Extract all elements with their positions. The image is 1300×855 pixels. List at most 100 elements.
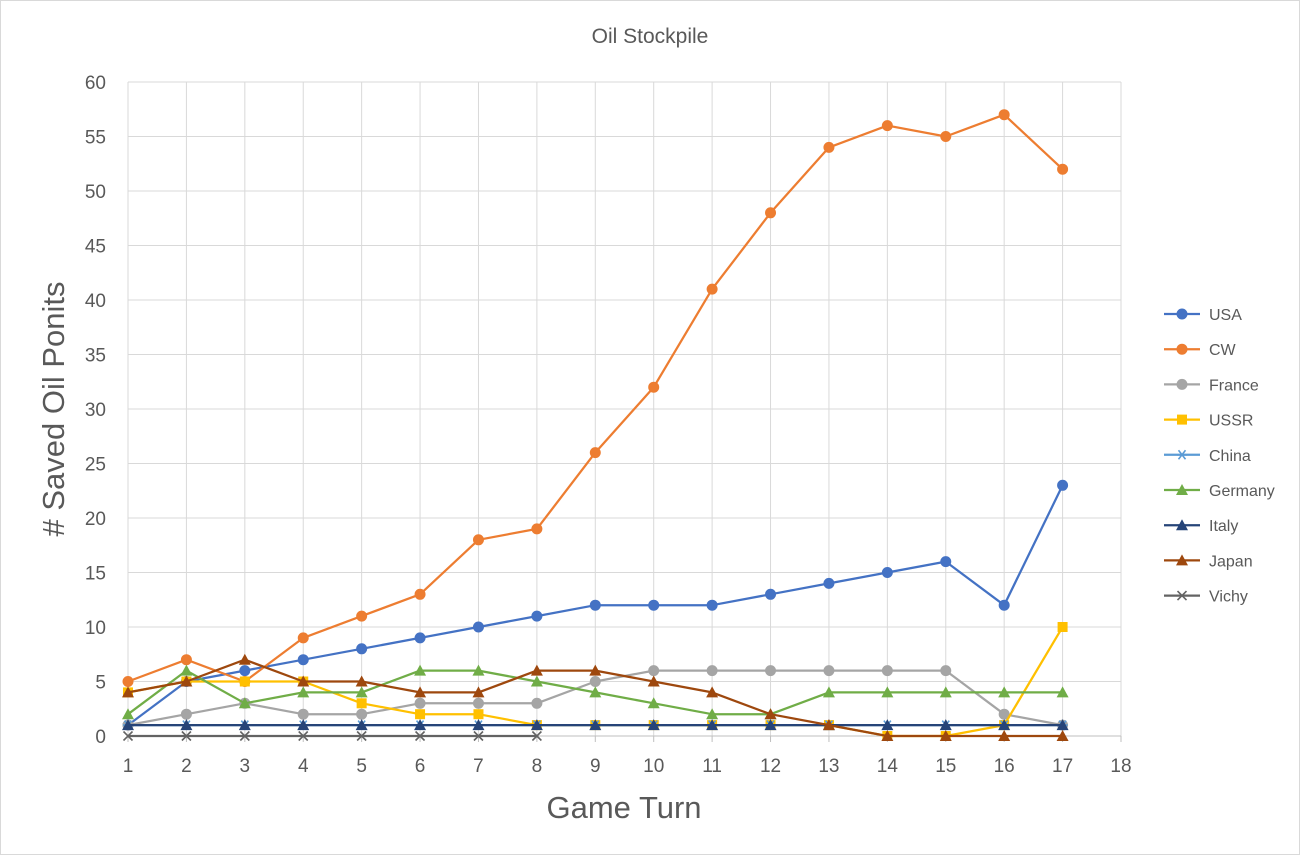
- series-italy: [122, 719, 1069, 731]
- y-tick-label: 5: [95, 673, 106, 694]
- data-point-japan: [998, 730, 1011, 741]
- data-point-italy: [530, 719, 543, 731]
- series-japan: [122, 653, 1069, 741]
- data-point-germany: [881, 686, 894, 698]
- legend-label: Japan: [1209, 553, 1253, 570]
- data-point-germany: [530, 675, 543, 687]
- data-point-japan: [881, 730, 894, 741]
- x-tick-label: 13: [818, 756, 839, 777]
- x-tick-label: 9: [590, 756, 601, 777]
- data-point-cw: [356, 610, 368, 622]
- data-point-cw: [531, 523, 543, 535]
- data-point-france: [648, 665, 660, 677]
- legend-item-japan: Japan: [1164, 553, 1253, 570]
- legend-marker-germany: [1176, 484, 1188, 495]
- data-point-germany: [589, 686, 602, 698]
- data-point-italy: [180, 719, 193, 731]
- data-point-cw: [472, 534, 484, 546]
- data-point-usa: [648, 599, 660, 611]
- legend-item-italy: Italy: [1164, 518, 1238, 535]
- data-point-germany: [414, 664, 427, 676]
- data-point-vichy: [122, 730, 134, 742]
- data-point-germany: [297, 686, 310, 698]
- data-point-italy: [764, 719, 777, 731]
- data-point-ussr: [1057, 622, 1068, 632]
- y-tick-label: 15: [85, 564, 106, 585]
- legend-item-usa: USA: [1164, 307, 1242, 324]
- legend-label: China: [1209, 448, 1251, 465]
- data-point-germany: [122, 708, 134, 720]
- data-point-usa: [881, 567, 893, 578]
- y-axis-title: # Saved Oil Ponits: [36, 281, 71, 536]
- legend-label: Vichy: [1209, 589, 1248, 606]
- data-point-germany: [706, 708, 719, 720]
- data-point-japan: [180, 675, 193, 687]
- x-tick-label: 16: [994, 756, 1015, 777]
- data-point-japan: [822, 719, 835, 731]
- legend-item-germany: Germany: [1164, 483, 1275, 500]
- legend-item-ussr: USSR: [1164, 413, 1253, 430]
- x-tick-label: 15: [935, 756, 956, 777]
- series-vichy: [122, 730, 542, 742]
- data-point-germany: [939, 686, 952, 698]
- x-tick-label: 1: [123, 756, 134, 777]
- data-point-cw: [297, 632, 309, 644]
- x-tick-label: 4: [298, 756, 309, 777]
- legend-marker-usa: [1176, 308, 1188, 320]
- x-tick-label: 6: [415, 756, 426, 777]
- data-point-japan: [530, 664, 543, 676]
- data-point-usa: [706, 599, 718, 611]
- y-tick-label: 20: [85, 509, 106, 530]
- y-tick-label: 35: [85, 346, 106, 367]
- data-point-usa: [414, 632, 426, 644]
- data-point-italy: [881, 719, 894, 731]
- data-point-germany: [822, 686, 835, 698]
- chart-title: Oil Stockpile: [592, 25, 709, 48]
- data-point-vichy: [239, 730, 250, 742]
- data-point-italy: [706, 719, 719, 731]
- data-point-cw: [589, 447, 601, 459]
- data-point-japan: [706, 686, 719, 698]
- x-tick-label: 12: [760, 756, 781, 777]
- legend-item-france: France: [1164, 377, 1259, 394]
- x-tick-label: 7: [473, 756, 484, 777]
- legend-marker-vichy: [1176, 590, 1188, 601]
- legend-label: Italy: [1209, 518, 1238, 535]
- data-point-usa: [239, 665, 251, 677]
- data-point-cw: [1057, 163, 1069, 175]
- legend: USA CW France USSR China Germany Italy Japan Vic…: [1164, 307, 1275, 606]
- data-point-vichy: [473, 730, 484, 742]
- y-tick-label: 60: [85, 73, 106, 94]
- x-tick-label: 14: [877, 756, 899, 777]
- data-point-germany: [647, 697, 660, 709]
- data-point-vichy: [531, 730, 542, 742]
- data-point-cw: [940, 131, 952, 142]
- data-point-france: [414, 697, 426, 709]
- data-point-cw: [648, 381, 660, 393]
- data-point-italy: [472, 719, 485, 731]
- data-point-usa: [589, 599, 601, 611]
- legend-item-cw: CW: [1164, 342, 1237, 359]
- data-point-japan: [122, 686, 134, 698]
- x-tick-label: 2: [181, 756, 192, 777]
- data-point-cw: [122, 676, 134, 687]
- data-point-japan: [1056, 730, 1069, 741]
- data-point-cw: [998, 109, 1010, 121]
- data-point-japan: [647, 675, 660, 687]
- data-point-usa: [765, 588, 777, 600]
- data-point-france: [472, 697, 484, 709]
- data-point-japan: [355, 675, 368, 687]
- y-axis-ticks: 0 5 10 15 20 25 30 35 40 45 50 55 60: [85, 73, 106, 748]
- series-cw: [122, 109, 1069, 687]
- data-point-usa: [940, 556, 952, 568]
- data-point-ussr: [239, 676, 250, 687]
- x-tick-label: 17: [1052, 756, 1073, 777]
- y-tick-label: 25: [85, 455, 106, 476]
- y-tick-label: 0: [95, 727, 106, 748]
- data-point-vichy: [414, 730, 426, 742]
- y-tick-label: 30: [85, 400, 106, 421]
- data-point-france: [589, 676, 601, 687]
- data-point-italy: [589, 719, 602, 731]
